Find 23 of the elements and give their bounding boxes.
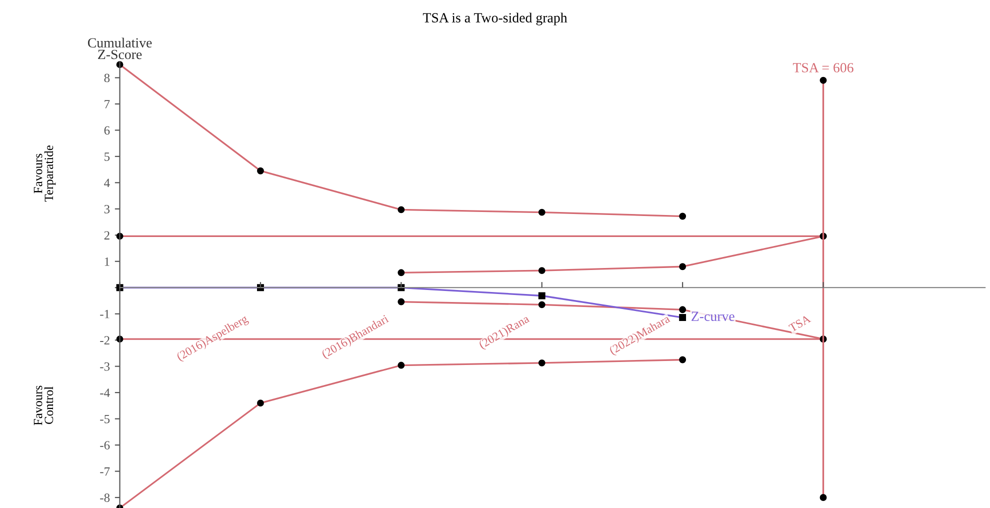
y-axis-title: Cumulative Z-Score [88, 38, 152, 60]
y-tick-label: 8 [104, 74, 110, 82]
text: Favours Terparatide [34, 146, 56, 202]
y-tick-label: -1 [100, 310, 110, 318]
x-tick-label: TSA [788, 314, 812, 332]
y-tick-label: 1 [104, 257, 110, 266]
y-tick-label: -8 [100, 494, 110, 502]
chart-title: TSA is a Two-sided graph [422, 12, 568, 26]
annotation: Z-curve [692, 312, 734, 321]
y-tick-label: 6 [104, 126, 110, 135]
y-tick-label: 5 [104, 152, 110, 161]
y-tick-label: 4 [104, 178, 110, 187]
y-tick-label: -7 [100, 467, 110, 476]
annotation: TSA = 606 [792, 63, 854, 72]
y-tick-label: -3 [100, 362, 110, 371]
text: Favours Control [34, 386, 54, 426]
y-tick-label: 3 [104, 204, 110, 214]
y-tick-label: -2 [100, 336, 110, 344]
y-tick-label: -6 [100, 441, 110, 450]
y-tick-label: -4 [100, 388, 110, 397]
y-tick-label: -5 [100, 414, 110, 424]
y-tick-label: 2 [104, 231, 110, 240]
y-tick-label: 7 [104, 100, 110, 108]
